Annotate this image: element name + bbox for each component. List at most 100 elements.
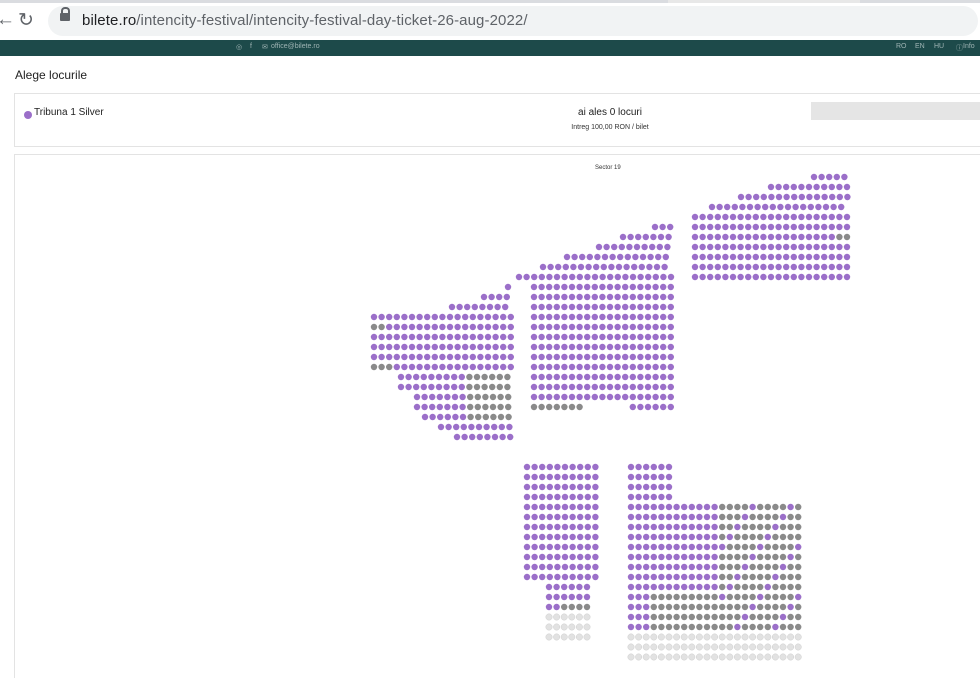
seat[interactable] xyxy=(828,263,835,271)
facebook-icon[interactable]: f xyxy=(250,43,252,50)
seat[interactable] xyxy=(393,353,400,361)
seat[interactable] xyxy=(421,393,428,401)
seat[interactable] xyxy=(752,273,759,281)
seat[interactable] xyxy=(539,523,546,531)
seat[interactable] xyxy=(660,323,667,331)
seat[interactable] xyxy=(783,193,790,201)
seat[interactable] xyxy=(531,523,538,531)
seat[interactable] xyxy=(760,223,767,231)
seat[interactable] xyxy=(424,333,431,341)
seat[interactable] xyxy=(561,513,569,521)
seat[interactable] xyxy=(477,363,484,371)
seat[interactable] xyxy=(652,283,659,291)
seat[interactable] xyxy=(386,353,393,361)
seat[interactable] xyxy=(546,513,553,521)
seat[interactable] xyxy=(749,503,756,511)
seat[interactable] xyxy=(633,243,641,251)
seat[interactable] xyxy=(584,383,591,391)
seat[interactable] xyxy=(568,323,576,331)
seat[interactable] xyxy=(592,463,599,471)
seat[interactable] xyxy=(539,533,546,541)
seat[interactable] xyxy=(813,273,820,281)
seat[interactable] xyxy=(653,263,661,271)
seat[interactable] xyxy=(583,593,591,601)
seat[interactable] xyxy=(477,353,484,361)
seat[interactable] xyxy=(665,503,673,511)
seat[interactable] xyxy=(553,383,560,391)
seat[interactable] xyxy=(643,513,650,521)
seat[interactable] xyxy=(568,313,576,321)
seat[interactable] xyxy=(629,363,636,371)
seat[interactable] xyxy=(416,353,423,361)
seat[interactable] xyxy=(546,333,553,341)
seat[interactable] xyxy=(681,513,688,521)
seat[interactable] xyxy=(667,283,674,291)
seat[interactable] xyxy=(783,273,790,281)
seat[interactable] xyxy=(703,573,711,581)
seat[interactable] xyxy=(471,303,478,311)
seat[interactable] xyxy=(601,253,609,261)
seat[interactable] xyxy=(523,473,531,481)
seat[interactable] xyxy=(635,523,642,531)
seat[interactable] xyxy=(446,353,454,361)
seat[interactable] xyxy=(538,313,545,321)
lang-hu[interactable]: HU xyxy=(934,43,945,50)
seat[interactable] xyxy=(408,313,416,321)
seat[interactable] xyxy=(444,413,451,421)
seat[interactable] xyxy=(607,273,614,281)
seat[interactable] xyxy=(553,393,560,401)
seat[interactable] xyxy=(469,433,476,441)
seat[interactable] xyxy=(821,253,828,261)
seat[interactable] xyxy=(591,393,598,401)
seat[interactable] xyxy=(637,323,644,331)
seat[interactable] xyxy=(413,403,421,411)
seat[interactable] xyxy=(843,223,851,231)
seat[interactable] xyxy=(546,283,553,291)
seat[interactable] xyxy=(652,363,659,371)
seat[interactable] xyxy=(821,213,828,221)
seat[interactable] xyxy=(767,183,775,191)
seat[interactable] xyxy=(561,303,568,311)
seat[interactable] xyxy=(707,253,714,261)
seat[interactable] xyxy=(658,513,665,521)
seat[interactable] xyxy=(459,393,466,401)
seat[interactable] xyxy=(614,293,621,301)
seat[interactable] xyxy=(627,503,635,511)
seat[interactable] xyxy=(421,413,429,421)
seat[interactable] xyxy=(500,343,507,351)
seat[interactable] xyxy=(539,563,546,571)
seat[interactable] xyxy=(584,553,591,561)
seat[interactable] xyxy=(665,513,673,521)
seat[interactable] xyxy=(370,353,378,361)
seat[interactable] xyxy=(707,243,714,251)
seat[interactable] xyxy=(599,293,606,301)
seat[interactable] xyxy=(760,263,767,271)
seat[interactable] xyxy=(444,403,451,411)
seat[interactable] xyxy=(546,393,553,401)
seat[interactable] xyxy=(667,323,674,331)
seat[interactable] xyxy=(681,533,688,541)
seat[interactable] xyxy=(643,543,650,551)
seat[interactable] xyxy=(813,193,821,201)
seat[interactable] xyxy=(643,593,650,601)
url-text[interactable]: bilete.ro/intencity-festival/intencity-f… xyxy=(82,12,528,29)
seat[interactable] xyxy=(401,313,408,321)
seat[interactable] xyxy=(445,423,452,431)
seat[interactable] xyxy=(699,223,706,231)
seat[interactable] xyxy=(691,233,699,241)
seat[interactable] xyxy=(408,333,416,341)
seat[interactable] xyxy=(836,273,843,281)
seat[interactable] xyxy=(769,203,776,211)
seat[interactable] xyxy=(453,423,460,431)
seat[interactable] xyxy=(658,563,665,571)
seat[interactable] xyxy=(660,403,667,411)
seat[interactable] xyxy=(711,573,718,581)
seat[interactable] xyxy=(688,533,695,541)
seat[interactable] xyxy=(530,293,538,301)
seat[interactable] xyxy=(413,383,420,391)
seat[interactable] xyxy=(637,383,644,391)
seat[interactable] xyxy=(592,543,599,551)
seat[interactable] xyxy=(496,293,503,301)
seat[interactable] xyxy=(639,253,647,261)
seat[interactable] xyxy=(757,593,764,601)
